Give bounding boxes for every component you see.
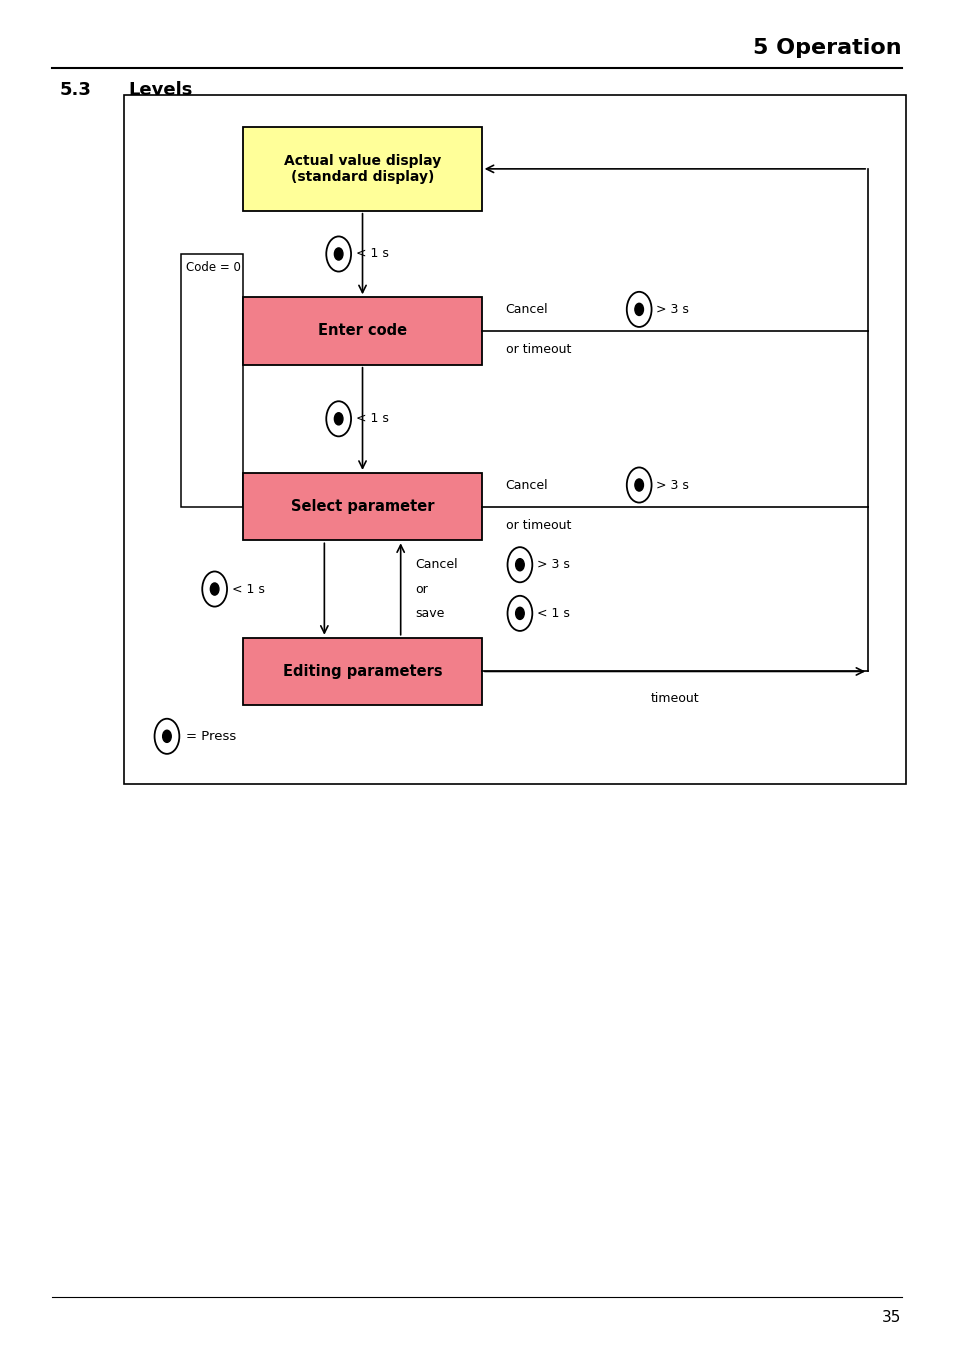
Bar bbox=[181, 254, 243, 507]
Text: Cancel: Cancel bbox=[505, 478, 548, 492]
Text: > 3 s: > 3 s bbox=[537, 558, 569, 571]
Bar bbox=[243, 638, 481, 705]
Text: > 3 s: > 3 s bbox=[656, 303, 688, 316]
Text: < 1 s: < 1 s bbox=[232, 582, 264, 596]
Text: 35: 35 bbox=[882, 1310, 901, 1325]
Text: Cancel: Cancel bbox=[415, 558, 457, 571]
Text: < 1 s: < 1 s bbox=[355, 247, 388, 261]
Text: 5.3: 5.3 bbox=[60, 81, 91, 99]
Circle shape bbox=[635, 303, 642, 316]
Text: or timeout: or timeout bbox=[505, 343, 571, 357]
Text: Enter code: Enter code bbox=[317, 323, 407, 339]
Text: Code = 0: Code = 0 bbox=[186, 261, 241, 274]
Text: Actual value display
(standard display): Actual value display (standard display) bbox=[284, 154, 440, 184]
Circle shape bbox=[334, 249, 343, 261]
Text: < 1 s: < 1 s bbox=[355, 412, 388, 426]
Text: or timeout: or timeout bbox=[505, 519, 571, 532]
Circle shape bbox=[515, 607, 524, 619]
Text: Levels: Levels bbox=[129, 81, 193, 99]
Text: Cancel: Cancel bbox=[505, 303, 548, 316]
Circle shape bbox=[162, 730, 171, 743]
Text: or: or bbox=[415, 582, 427, 596]
Text: = Press: = Press bbox=[186, 730, 236, 743]
Text: timeout: timeout bbox=[650, 692, 699, 705]
Circle shape bbox=[210, 584, 218, 596]
Text: 5 Operation: 5 Operation bbox=[752, 38, 901, 58]
Bar bbox=[124, 95, 905, 784]
Text: < 1 s: < 1 s bbox=[537, 607, 569, 620]
Text: Select parameter: Select parameter bbox=[291, 499, 434, 515]
Bar bbox=[243, 127, 481, 211]
Bar bbox=[243, 473, 481, 540]
Circle shape bbox=[635, 480, 642, 492]
Bar bbox=[243, 297, 481, 365]
Circle shape bbox=[334, 413, 343, 426]
Text: > 3 s: > 3 s bbox=[656, 478, 688, 492]
Circle shape bbox=[515, 558, 524, 570]
Text: Editing parameters: Editing parameters bbox=[282, 663, 442, 680]
Text: save: save bbox=[415, 607, 444, 620]
